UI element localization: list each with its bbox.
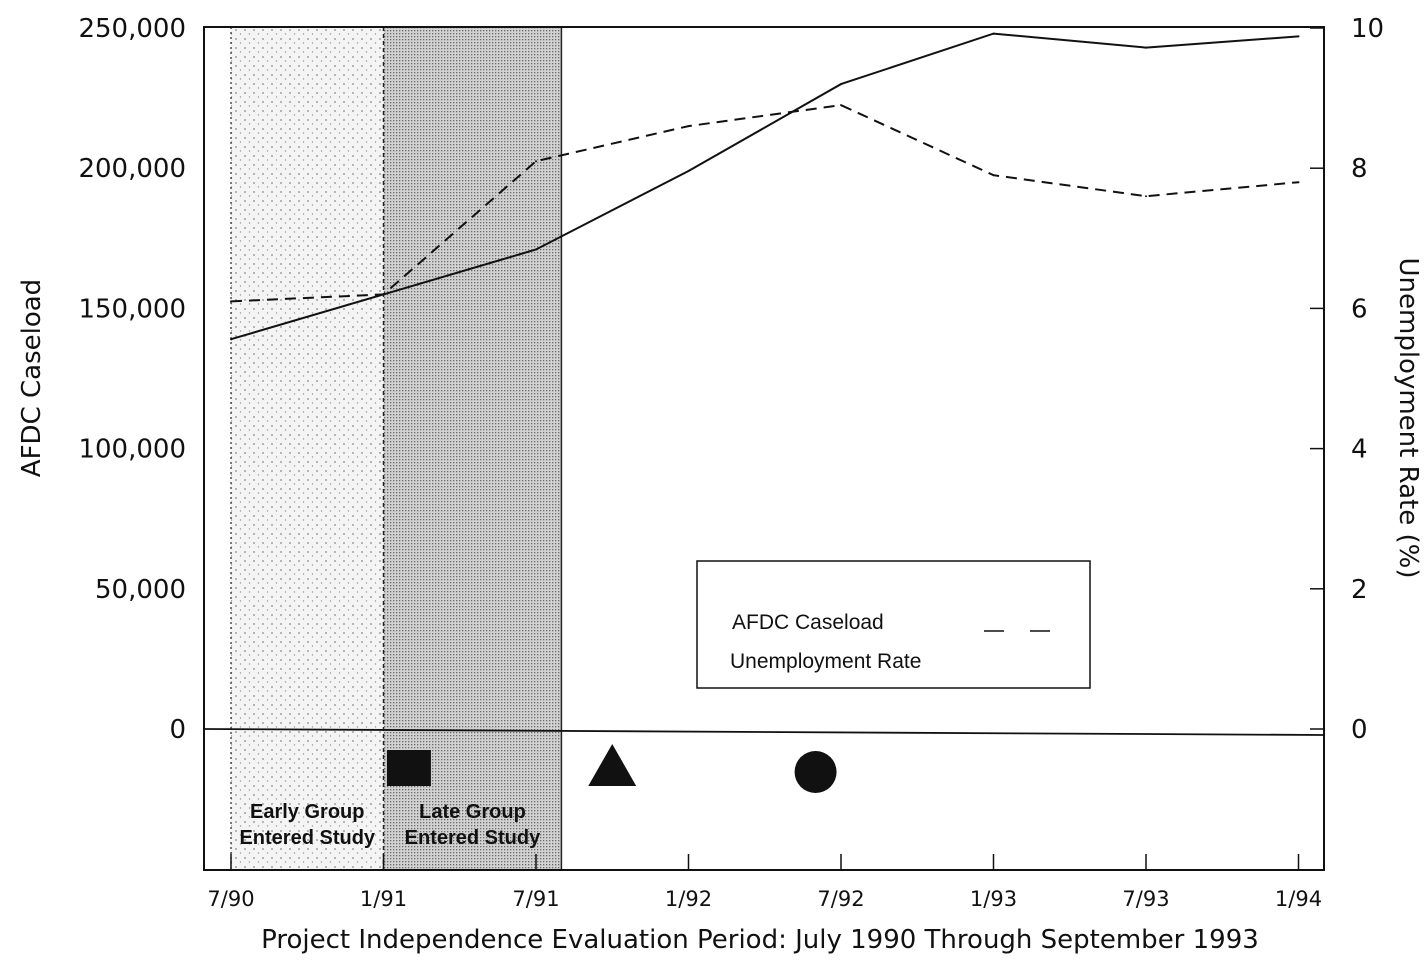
unemployment-rate-point (993, 174, 995, 176)
left-axis-ticks: 250,000 200,000 150,000 100,000 50,000 0 (78, 14, 186, 745)
y-right-tick-label: 10 (1351, 14, 1384, 44)
y-right-tick-label: 4 (1351, 435, 1368, 465)
x-tick-label: 7/90 (207, 887, 254, 911)
right-axis-ticks: 10 8 6 4 2 0 (1310, 14, 1384, 745)
afdc-caseload-point (993, 33, 995, 35)
unemployment-rate-point (840, 104, 842, 106)
x-tick-label: 7/91 (512, 887, 559, 911)
unemployment-rate-point (383, 293, 385, 295)
y-right-tick-label: 2 (1351, 575, 1368, 605)
x-tick-label: 7/92 (817, 887, 864, 911)
y-left-tick-label: 200,000 (78, 154, 186, 184)
circle-marker (795, 751, 837, 793)
afdc-caseload-point (840, 83, 842, 85)
y-axis-left-title: AFDC Caseload (17, 279, 47, 477)
period-late-label-line1: Late Group (419, 801, 526, 823)
x-tick-label: 1/93 (970, 887, 1017, 911)
period-late-group-shade (384, 27, 562, 870)
y-left-tick-label: 100,000 (78, 435, 186, 465)
period-late-label-line2: Entered Study (405, 827, 541, 849)
unemployment-rate-point (688, 125, 690, 127)
triangle-marker (588, 744, 636, 786)
y-left-tick-label: 150,000 (78, 294, 186, 324)
afdc-caseload-point (1145, 47, 1147, 49)
period-early-label-line1: Early Group (250, 801, 364, 823)
unemployment-rate-point (535, 160, 537, 162)
y-left-tick-label: 250,000 (78, 14, 186, 44)
unemployment-rate-point (230, 300, 232, 302)
period-early-label-line2: Entered Study (239, 827, 375, 849)
unemployment-rate-point (1145, 195, 1147, 197)
x-tick-label: 1/92 (665, 887, 712, 911)
unemployment-rate-point (1298, 181, 1300, 183)
y-axis-right-title: Unemployment Rate (%) (1393, 258, 1423, 579)
legend-entry-unemployment-rate: Unemployment Rate (730, 650, 921, 673)
x-axis-title: Project Independence Evaluation Period: … (261, 925, 1259, 955)
x-tick-label: 7/93 (1122, 887, 1169, 911)
afdc-caseload-point (230, 338, 232, 340)
y-left-tick-label: 50,000 (95, 575, 186, 605)
afdc-caseload-point (1298, 35, 1300, 37)
x-tick-label: 1/91 (360, 887, 407, 911)
square-marker (387, 750, 431, 786)
period-early-group-shade (231, 27, 384, 870)
y-right-tick-label: 0 (1351, 715, 1368, 745)
afdc-caseload-point (688, 170, 690, 172)
y-left-tick-label: 0 (169, 715, 186, 745)
y-right-tick-label: 8 (1351, 154, 1368, 184)
x-tick-label: 1/94 (1275, 887, 1322, 911)
afdc-caseload-point (535, 249, 537, 251)
legend-entry-afdc-caseload: AFDC Caseload (732, 611, 884, 634)
y-right-tick-label: 6 (1351, 294, 1368, 324)
legend: AFDC Caseload Unemployment Rate (697, 561, 1090, 688)
